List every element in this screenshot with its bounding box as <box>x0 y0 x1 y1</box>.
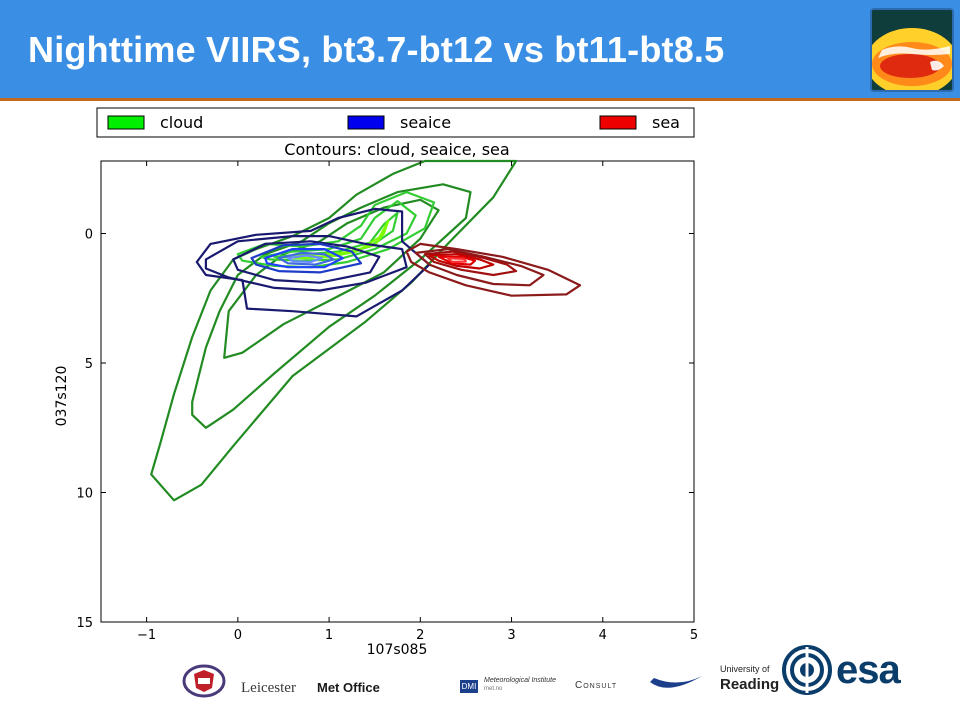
seaice-contour-1 <box>204 235 408 292</box>
plot-area <box>100 160 695 623</box>
x-tick-label: −1 <box>137 628 156 643</box>
y-axis-label: 037s120 <box>54 366 70 427</box>
seaice-contour-6 <box>286 254 323 264</box>
legend-swatch-sea <box>599 115 637 130</box>
legend-label-seaice: seaice <box>400 113 451 132</box>
partner-university-of: University of <box>720 664 770 674</box>
sea-contour-4 <box>437 255 477 266</box>
slide-title: Nighttime VIIRS, bt3.7-bt12 vs bt11-bt8.… <box>28 29 725 70</box>
axis-ticks: −1 0 1 2 3 4 5 0 5 10 15 <box>76 161 698 643</box>
seaice-contour-5 <box>277 251 335 266</box>
y-tick-label: 15 <box>76 616 93 631</box>
series-seaice <box>195 207 431 318</box>
x-tick-label: 1 <box>325 628 333 643</box>
partner-met-no: met.no <box>484 686 503 692</box>
partner-met-institute: Meteorological Institute <box>484 677 556 684</box>
series-sea <box>405 242 582 297</box>
legend-label-cloud: cloud <box>160 113 203 132</box>
dmi-badge: DMI <box>460 680 478 693</box>
x-tick-label: 0 <box>234 628 242 643</box>
x-tick-label: 3 <box>507 628 515 643</box>
x-tick-label: 4 <box>599 628 607 643</box>
partner-met-office: Met Office <box>317 680 380 695</box>
x-tick-label: 5 <box>690 628 698 643</box>
seaice-contour-3 <box>250 242 363 274</box>
dmi-badge-text: DMI <box>461 682 477 691</box>
partner-logo-strip: Leicester Met Office DMI Meteorological … <box>0 640 960 720</box>
legend-swatch-seaice <box>347 115 385 130</box>
y-tick-label: 0 <box>85 228 93 243</box>
swoosh-logo-icon <box>648 668 704 694</box>
esa-swirl-icon <box>782 644 832 696</box>
sea-contour-5 <box>446 257 467 264</box>
header-bar: Nighttime VIIRS, bt3.7-bt12 vs bt11-bt8.… <box>0 0 960 101</box>
legend-swatch-cloud <box>107 115 145 130</box>
sea-contour-2 <box>423 250 518 277</box>
legend-box <box>96 107 695 138</box>
partner-leicester: Leicester <box>241 680 296 696</box>
plot-frame <box>100 160 695 623</box>
partner-consult: Consult <box>575 680 618 691</box>
sea-contour-0 <box>405 242 582 297</box>
university-crest-icon <box>182 664 226 698</box>
x-axis-label: 107s085 <box>367 642 428 658</box>
y-tick-label: 5 <box>85 357 93 372</box>
globe-sst-map-icon <box>870 8 954 92</box>
sea-contour-1 <box>414 248 545 287</box>
seaice-contour-4 <box>264 248 344 269</box>
legend-label-sea: sea <box>652 113 680 132</box>
chart-title: Contours: cloud, seaice, sea <box>284 140 509 159</box>
chart-legend: cloud seaice sea <box>96 107 695 138</box>
seaice-contour-2 <box>232 240 381 284</box>
contour-layer <box>150 159 582 502</box>
contour-chart: cloud seaice sea Contours: cloud, seaice, … <box>54 107 698 658</box>
partner-esa: esa <box>836 648 901 692</box>
sea-contour-3 <box>428 253 495 270</box>
x-tick-label: 2 <box>416 628 424 643</box>
partner-reading: Reading <box>720 676 780 693</box>
y-tick-label: 10 <box>76 487 93 502</box>
